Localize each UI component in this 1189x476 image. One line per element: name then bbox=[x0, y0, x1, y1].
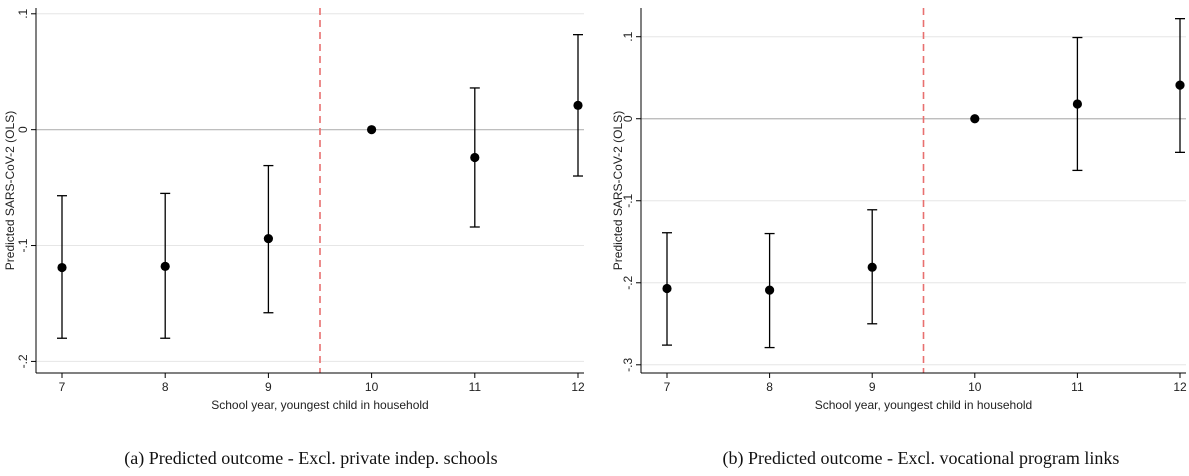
y-tick-label: -.2 bbox=[621, 275, 635, 289]
figure-caption: (a) Predicted outcome - Excl. private in… bbox=[124, 448, 497, 469]
y-tick-label: -.2 bbox=[16, 354, 30, 368]
data-point bbox=[970, 114, 980, 124]
x-tick-label: 7 bbox=[664, 380, 671, 394]
y-tick-label: -.1 bbox=[621, 193, 635, 207]
x-tick-label: 9 bbox=[869, 380, 876, 394]
x-tick-label: 8 bbox=[162, 380, 169, 394]
x-tick-label: 10 bbox=[365, 380, 379, 394]
data-point bbox=[470, 152, 480, 163]
x-tick-label: 9 bbox=[265, 380, 272, 394]
data-point bbox=[662, 283, 672, 294]
x-axis-title: School year, youngest child in household bbox=[815, 398, 1032, 412]
data-point bbox=[57, 262, 67, 273]
data-point bbox=[263, 233, 273, 244]
data-point bbox=[160, 261, 170, 271]
x-tick-label: 7 bbox=[59, 380, 66, 394]
y-tick-label: -.1 bbox=[16, 238, 30, 252]
data-point bbox=[1072, 99, 1082, 109]
panel-a: .1 0 -.1 -.2 7 8 9 10 11 12 Predicted SARS-CoV-2 (… bbox=[3, 8, 585, 469]
y-tick-label: .1 bbox=[16, 8, 30, 18]
data-point bbox=[1175, 80, 1185, 90]
x-axis-title: School year, youngest child in household bbox=[211, 398, 428, 412]
panel-b: .1 0 -.1 -.2 -.3 7 8 9 10 11 12 Predicted SARS-CoV-… bbox=[611, 8, 1187, 469]
y-axis-title: Predicted SARS-CoV-2 (OLS) bbox=[611, 111, 625, 270]
x-tick-label: 12 bbox=[1173, 380, 1187, 394]
data-point bbox=[573, 100, 583, 110]
x-tick-label: 11 bbox=[469, 380, 482, 394]
x-tick-label: 11 bbox=[1071, 380, 1084, 394]
y-tick-label: 0 bbox=[621, 115, 635, 122]
y-tick-label: -.3 bbox=[621, 357, 635, 371]
y-axis-title: Predicted SARS-CoV-2 (OLS) bbox=[3, 111, 17, 270]
data-point bbox=[867, 262, 877, 272]
x-tick-label: 12 bbox=[571, 380, 585, 394]
data-point bbox=[367, 125, 377, 135]
figure-caption: (b) Predicted outcome - Excl. vocational… bbox=[723, 448, 1120, 469]
y-tick-label: 0 bbox=[16, 126, 30, 133]
data-point bbox=[765, 285, 775, 295]
x-tick-label: 8 bbox=[766, 380, 773, 394]
x-tick-label: 10 bbox=[968, 380, 982, 394]
y-tick-label: .1 bbox=[621, 31, 635, 41]
